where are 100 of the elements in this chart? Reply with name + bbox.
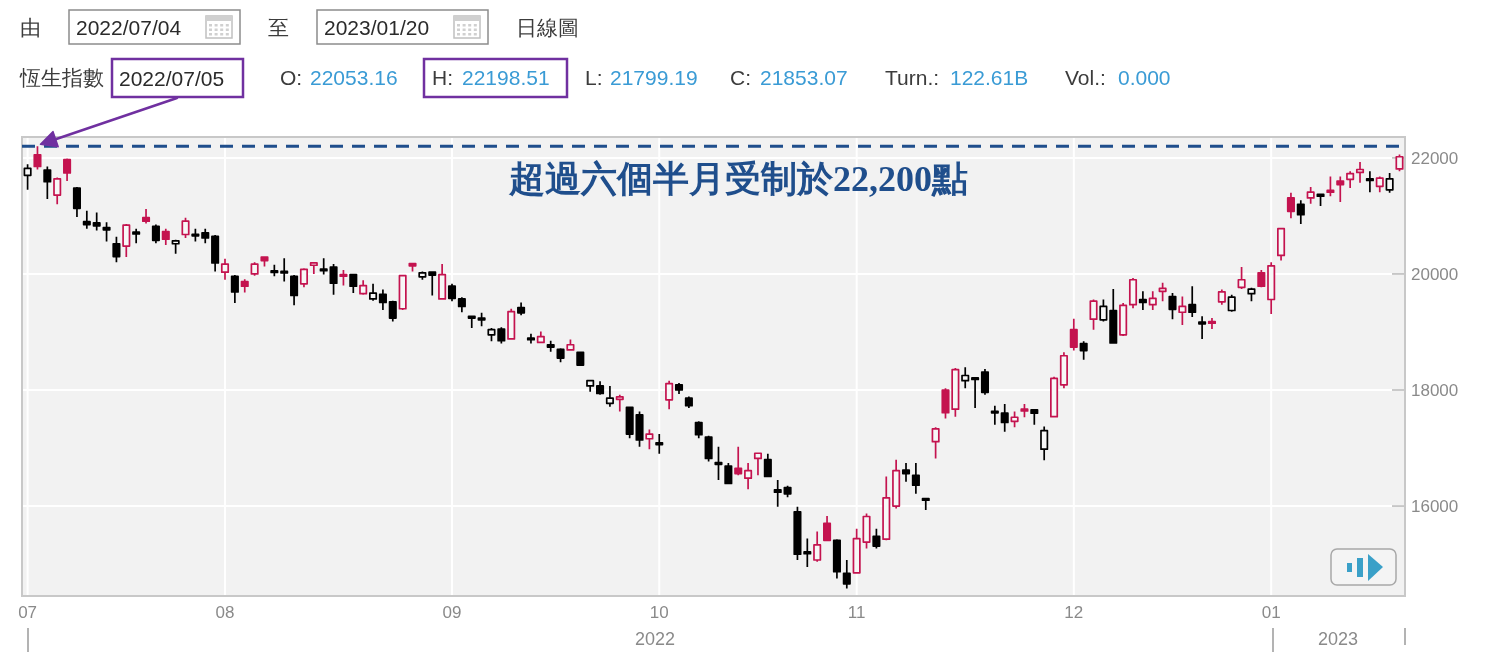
candlestick — [1119, 302, 1128, 337]
candlestick — [655, 433, 664, 455]
candlestick — [526, 332, 536, 345]
candlestick — [349, 273, 358, 294]
text: 22198.51 — [462, 66, 550, 89]
candlestick — [270, 263, 279, 278]
y-tick-label: 20000 — [1411, 264, 1459, 284]
candlestick — [329, 263, 338, 296]
candlestick — [517, 301, 526, 316]
text: Turn.: — [885, 66, 940, 89]
candlestick — [102, 221, 111, 243]
candlestick — [1109, 288, 1118, 345]
candlestick — [763, 452, 772, 478]
candlestick — [704, 434, 713, 463]
candlestick — [842, 559, 851, 590]
candlestick — [1355, 161, 1365, 184]
candlestick — [1286, 191, 1295, 220]
candlestick — [132, 227, 141, 245]
text: 由 — [20, 16, 41, 39]
candlestick — [566, 338, 575, 352]
candlestick — [596, 380, 605, 396]
candlestick — [576, 351, 585, 367]
candlestick — [813, 530, 822, 563]
candlestick — [1227, 293, 1236, 313]
candlestick — [63, 157, 72, 182]
text: H: — [432, 66, 453, 89]
candlestick — [240, 278, 249, 294]
candlestick — [378, 288, 387, 311]
y-tick-label: 18000 — [1411, 381, 1459, 400]
candlestick — [1000, 403, 1009, 433]
candlestick — [359, 279, 368, 296]
candlestick — [1079, 340, 1088, 361]
candlestick — [280, 257, 289, 283]
candlestick — [911, 462, 920, 495]
candlestick — [536, 330, 545, 344]
candlestick — [1178, 295, 1187, 326]
candlestick — [1148, 290, 1157, 311]
y-tick-label: 22000 — [1411, 148, 1459, 168]
candlestick — [1040, 425, 1049, 462]
text: 2022/07/04 — [76, 16, 182, 39]
candlestick — [1257, 269, 1266, 289]
candlestick — [388, 299, 397, 323]
candlestick — [319, 257, 328, 276]
candlestick — [447, 282, 457, 303]
x-tick-label: 10 — [649, 603, 669, 622]
candlestick — [82, 209, 91, 230]
candlestick — [53, 176, 62, 206]
x-tick-label: 09 — [442, 603, 462, 622]
x-tick-label: 12 — [1064, 603, 1084, 622]
candlestick — [546, 339, 555, 353]
candlestick — [1316, 193, 1325, 207]
candlestick — [191, 227, 200, 243]
candlestick — [684, 395, 693, 409]
candlestick — [1247, 287, 1256, 303]
candlestick — [1198, 315, 1207, 340]
candlestick — [1306, 186, 1315, 205]
candlestick — [428, 270, 437, 297]
candlestick — [181, 216, 190, 239]
candlestick — [1217, 288, 1226, 306]
candlestick — [1207, 317, 1217, 330]
candlestick — [990, 404, 999, 426]
candlestick — [201, 227, 210, 245]
candlestick — [1326, 175, 1335, 198]
candlestick — [645, 428, 654, 451]
candlestick — [507, 307, 516, 341]
text: 122.61B — [950, 66, 1029, 89]
candlestick — [1346, 170, 1355, 189]
candlestick — [674, 382, 684, 395]
text: 22053.16 — [310, 66, 398, 89]
candlestick — [92, 211, 101, 232]
candlestick — [832, 538, 841, 580]
candlestick — [803, 537, 812, 568]
candlestick — [467, 314, 476, 329]
candlestick — [556, 347, 565, 363]
candlestick — [734, 446, 743, 477]
candlestick — [1158, 281, 1167, 303]
candlestick — [1010, 410, 1019, 428]
candlestick — [1069, 317, 1078, 352]
candlestick — [1385, 172, 1394, 194]
text: 21853.07 — [760, 66, 848, 89]
text: 0.000 — [1118, 66, 1171, 89]
y-tick-label: 16000 — [1411, 497, 1459, 517]
candlestick — [161, 227, 170, 246]
candlestick — [615, 393, 624, 413]
x-tick-label: 07 — [18, 603, 38, 622]
candlestick — [971, 376, 980, 409]
candlestick — [694, 420, 703, 440]
text: 2022 — [634, 629, 676, 649]
candlestick — [171, 238, 180, 255]
candlestick — [43, 165, 52, 200]
text: O: — [280, 66, 303, 89]
text: 恆生指數 — [19, 66, 104, 89]
ref-line-label: 超過六個半月受制於22,200點 — [507, 159, 968, 200]
candlestick — [457, 296, 466, 314]
x-tick-label: 08 — [215, 603, 235, 622]
candlestick — [724, 462, 733, 485]
candlestick — [1365, 170, 1374, 193]
candlestick — [122, 223, 131, 258]
text: 日線圖 — [516, 16, 579, 39]
candlestick — [1138, 290, 1147, 311]
